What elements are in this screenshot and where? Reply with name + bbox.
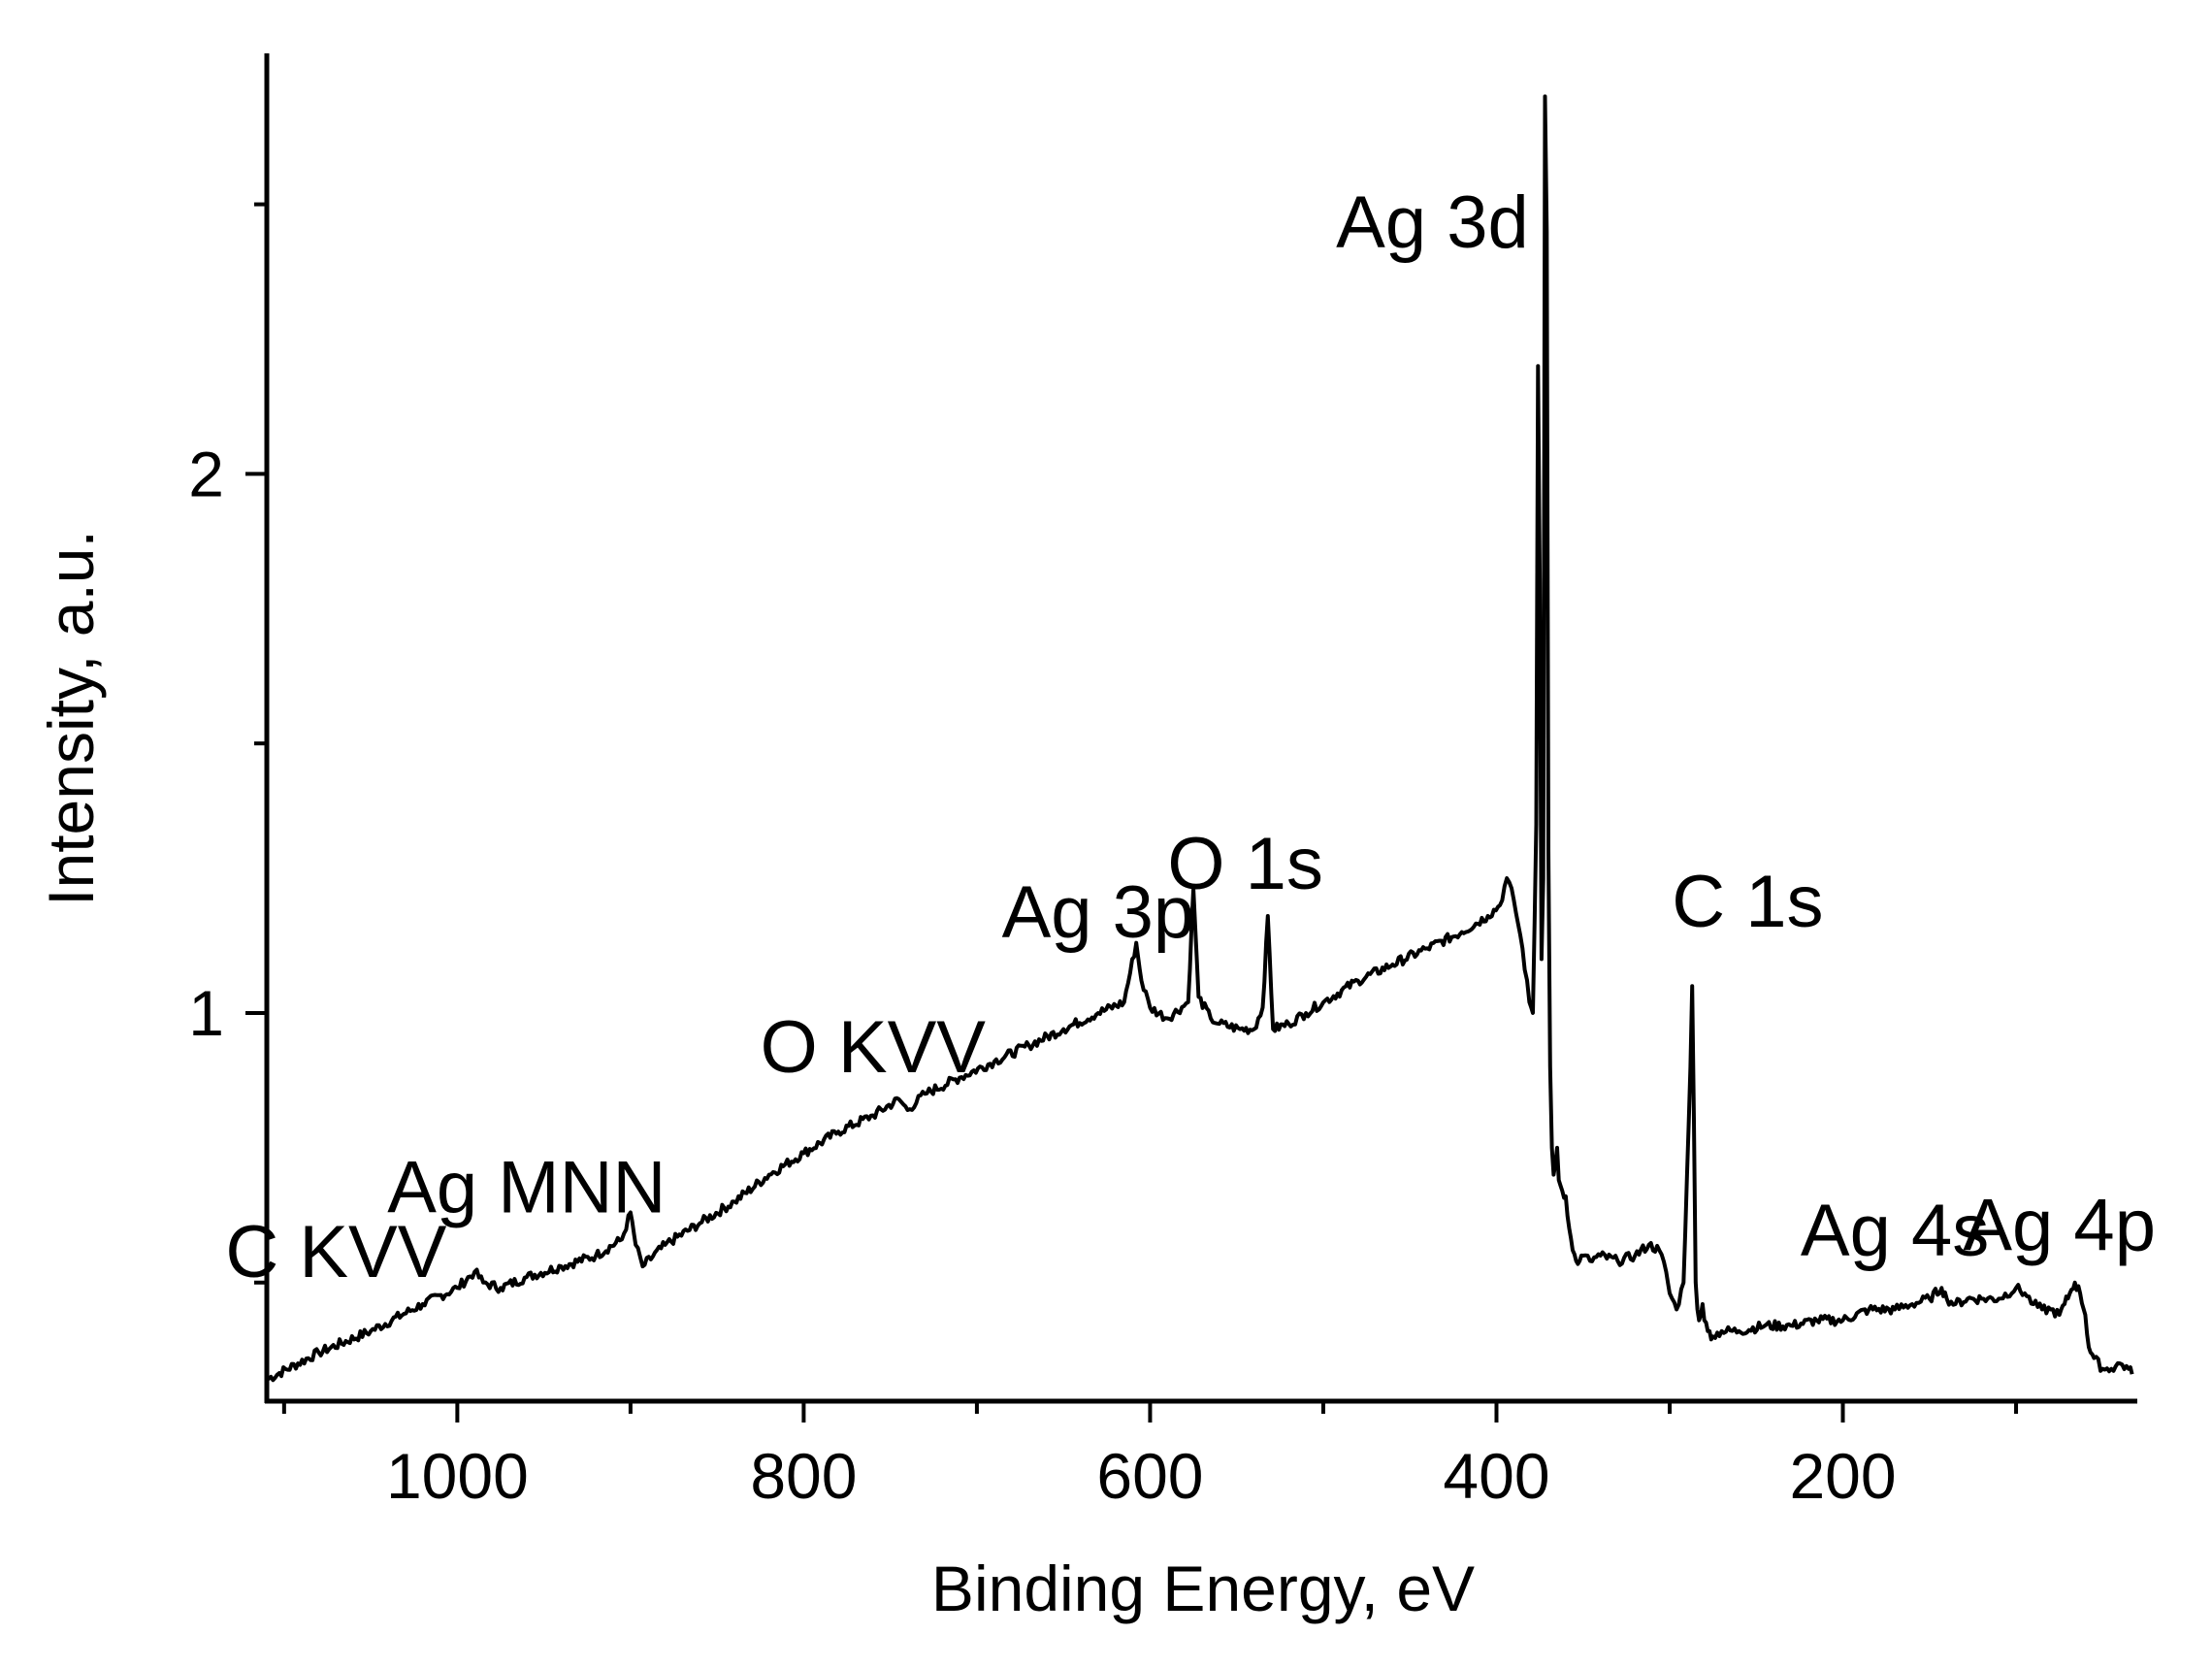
peak-label: C KVV [225,1211,446,1293]
y-axis-title: Intensity, a.u. [35,530,107,906]
x-axis-title: Binding Energy, eV [931,1553,1475,1624]
peak-label: C 1s [1672,861,1823,943]
peak-label: O 1s [1167,823,1323,905]
x-axis-ticks: 1000 800 600 400 200 [281,1401,2019,1512]
x-tick-label: 800 [750,1440,857,1512]
x-tick-label: 200 [1789,1440,1896,1512]
spectrum-line [266,94,2134,1383]
peak-label: O KVV [761,1006,987,1089]
x-tick-label: 1000 [386,1440,529,1512]
peak-label: Ag MNN [387,1147,666,1229]
peak-label: Ag 3d [1336,181,1529,264]
x-tick-label: 400 [1443,1440,1549,1512]
series-layer [266,94,2134,1383]
y-axis-ticks: 12 [188,202,267,1285]
peak-label: Ag 4s [1801,1190,1989,1272]
axes [264,53,2137,1404]
y-tick-label: 1 [188,977,224,1049]
x-tick-label: 600 [1096,1440,1203,1512]
peak-label: Ag 3p [1002,871,1195,954]
y-tick-label: 2 [188,438,224,509]
peak-label: Ag 4p [1963,1184,2156,1266]
